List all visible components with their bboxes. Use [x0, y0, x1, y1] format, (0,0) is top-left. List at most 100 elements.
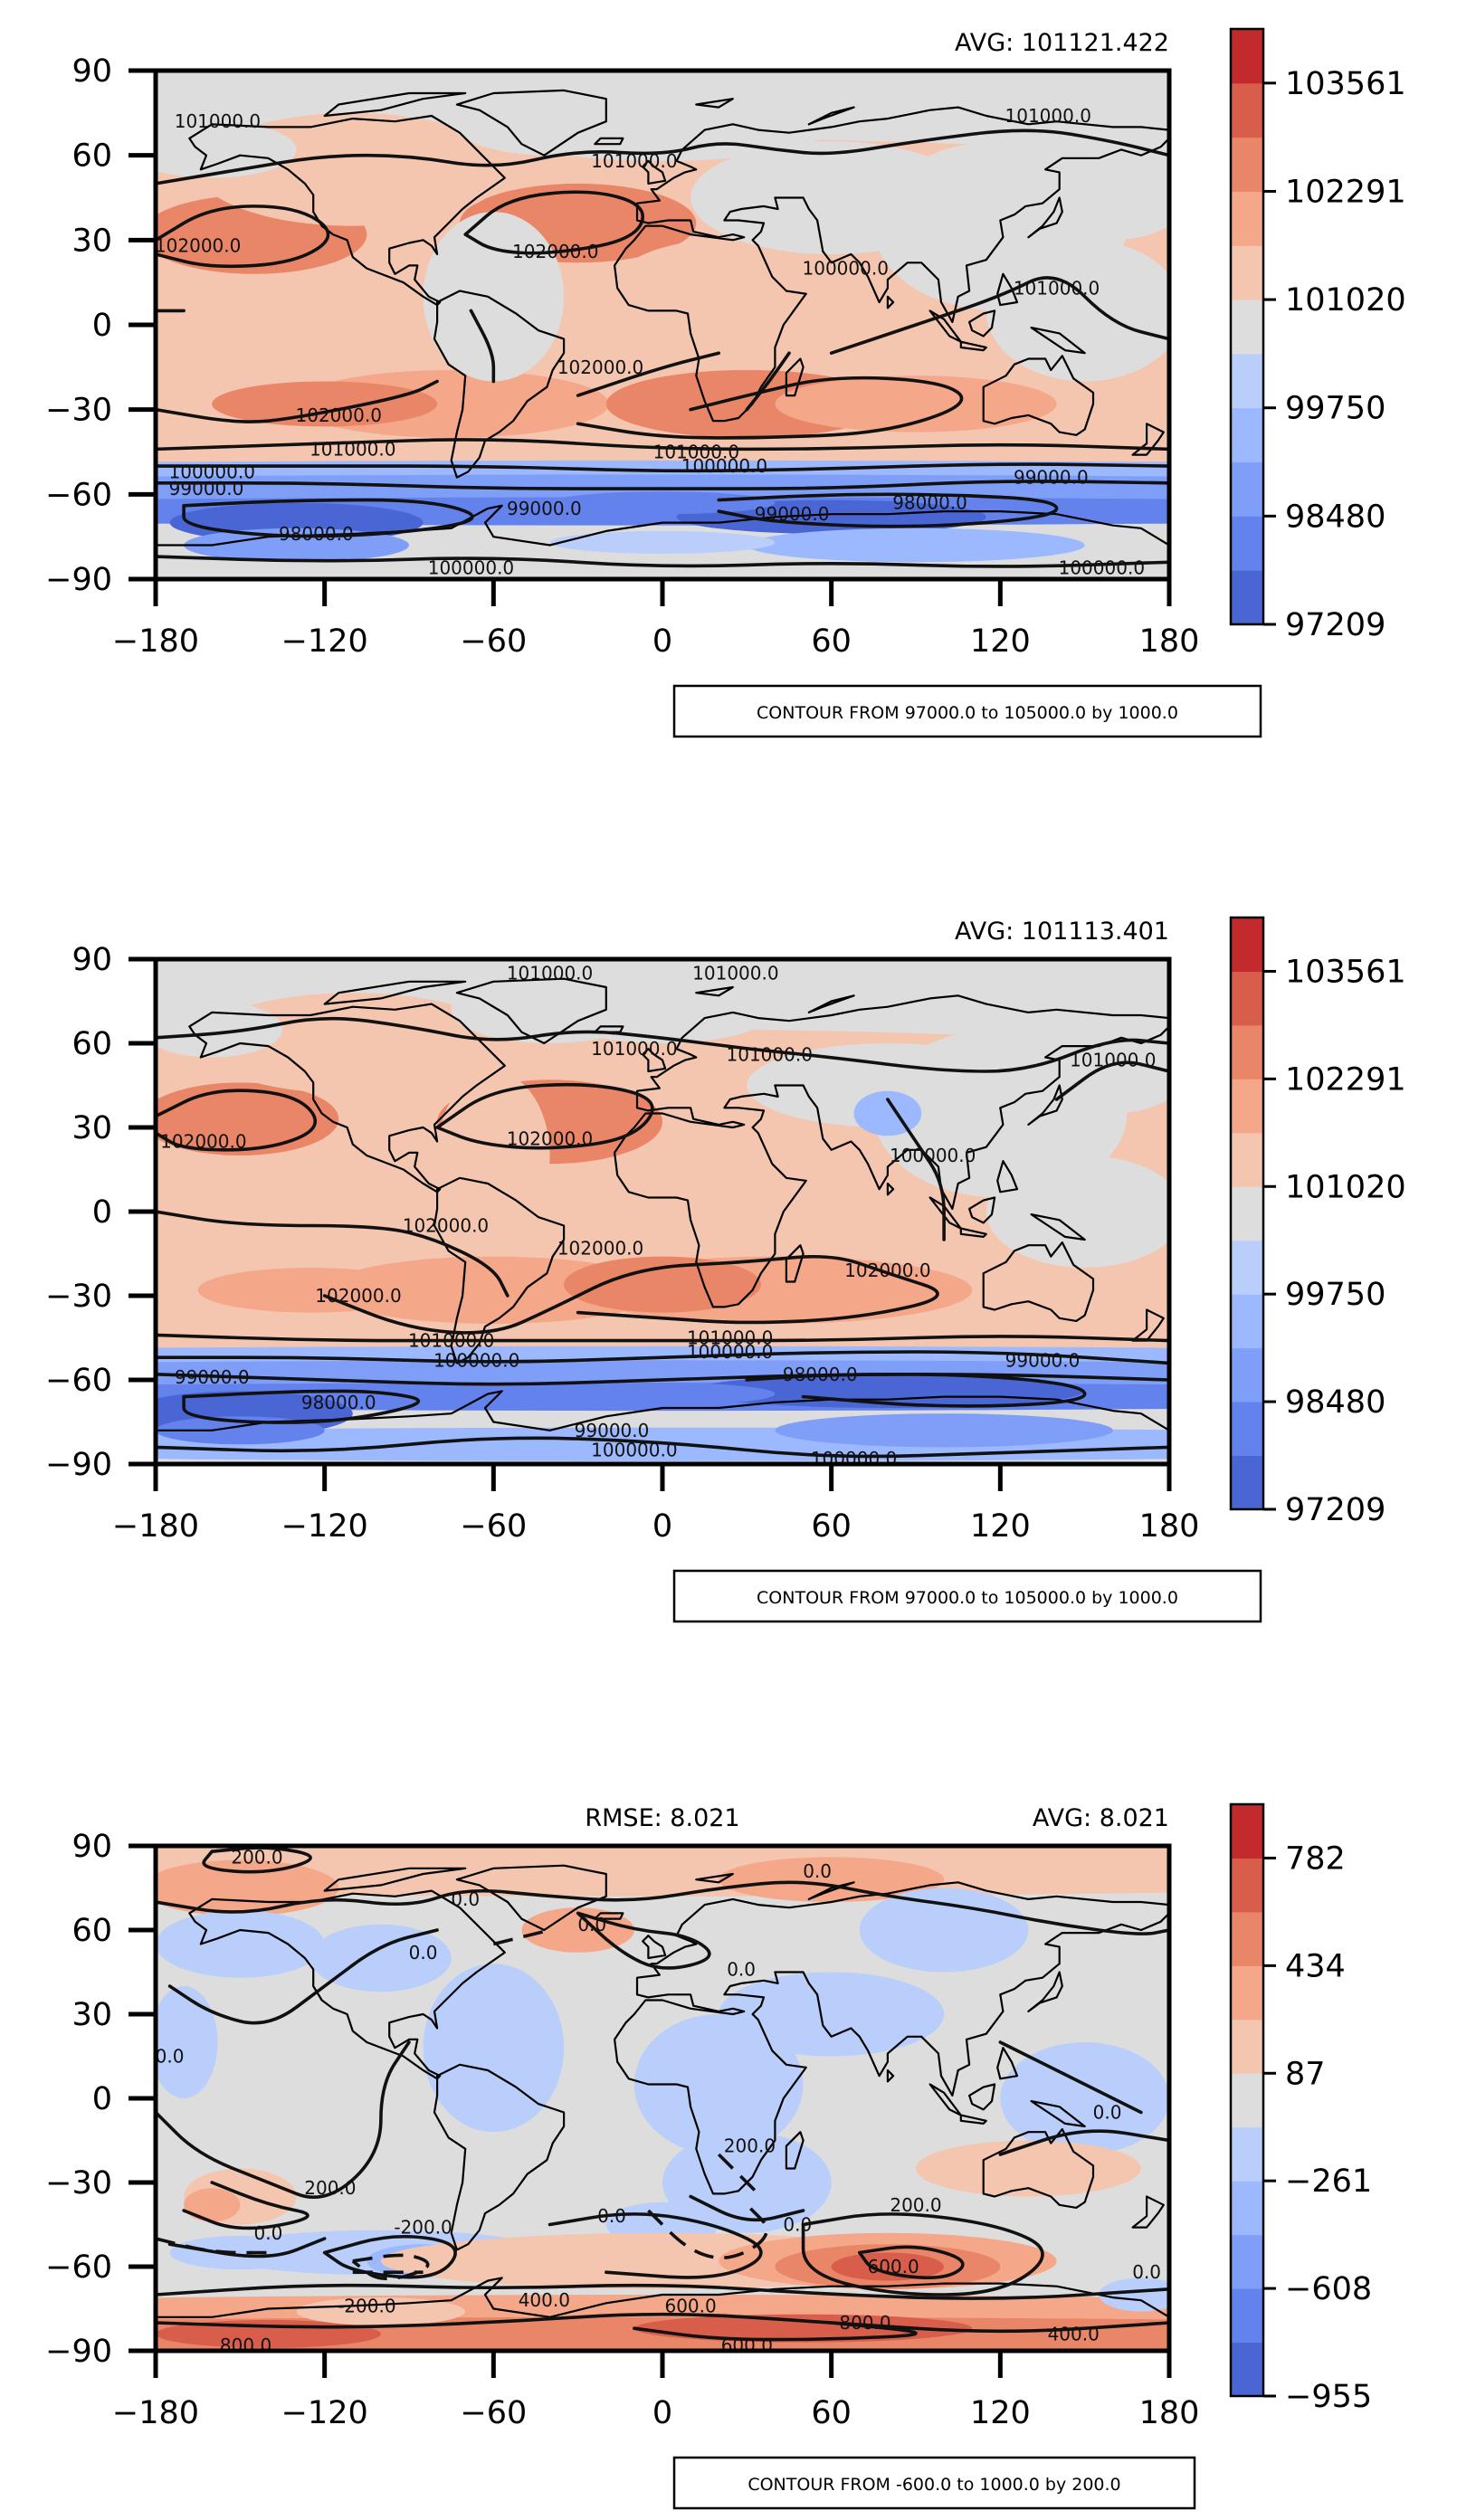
contour-line — [156, 1350, 1169, 1365]
field-patch — [184, 1099, 297, 1139]
field-patch — [156, 1001, 282, 1058]
y-tick-label: 60 — [71, 138, 112, 175]
x-tick-label: −60 — [460, 2395, 527, 2431]
contour-label: 102000.0 — [557, 1237, 643, 1259]
coastline — [188, 1003, 506, 1193]
field-patch — [212, 381, 438, 427]
x-tick-label: −120 — [281, 1508, 368, 1545]
field-patch — [549, 530, 776, 554]
x-tick-label: 120 — [970, 2395, 1031, 2431]
y-tick-label: −30 — [45, 1279, 112, 1315]
field-patch — [916, 2140, 1141, 2197]
contour-label: 100000.0 — [428, 557, 514, 579]
contour-line — [322, 1254, 939, 1335]
field-patch — [197, 1268, 424, 1313]
colorbar-segment — [1231, 1294, 1263, 1349]
colorbar-segment — [1231, 2126, 1263, 2182]
colorbar-tick-label: 782 — [1285, 1840, 1346, 1877]
field-patch — [719, 1857, 945, 1902]
contour-line — [829, 276, 1169, 356]
coastline — [695, 985, 734, 997]
x-tick-label: 180 — [1139, 2395, 1200, 2431]
contour-label: 99000.0 — [755, 503, 830, 525]
field-patch — [296, 2297, 466, 2326]
contour-label: 101000.0 — [309, 438, 395, 460]
colorbar-tick-label: 102291 — [1285, 1061, 1406, 1098]
field-patch — [549, 491, 776, 515]
field-patch — [156, 1910, 325, 1978]
coastline — [1027, 196, 1063, 239]
contour-line — [156, 1016, 1169, 1073]
contour-line — [322, 2234, 457, 2279]
contour-label: 98000.0 — [783, 1364, 858, 1385]
x-tick-label: 60 — [811, 2395, 852, 2431]
data-field-3 — [156, 1846, 1169, 2351]
field-patch — [169, 2235, 311, 2270]
field-patch — [690, 141, 973, 254]
coastline — [323, 91, 467, 118]
colorbar-tick-label: 97209 — [1285, 1492, 1386, 1528]
colorbar-segment — [1231, 971, 1263, 1026]
coastline — [323, 980, 467, 1005]
contour-label: 0.0 — [1132, 2261, 1161, 2283]
contour-line — [182, 2181, 309, 2230]
contour-line — [156, 379, 439, 423]
field-patch — [184, 2188, 241, 2222]
field-patch — [633, 2014, 804, 2154]
colorbar-segment — [1231, 2234, 1263, 2289]
y-tick-label: 0 — [92, 308, 112, 344]
coastline — [886, 1182, 895, 1196]
x-tick-label: −60 — [460, 623, 527, 660]
coastline — [982, 355, 1095, 436]
y-tick-label: 90 — [71, 942, 112, 978]
field-patch — [986, 1155, 1169, 1268]
colorbar-segment — [1231, 1804, 1263, 1859]
colorbar-segment — [1231, 137, 1263, 192]
contour-line-negative — [717, 2153, 763, 2198]
coastline — [455, 977, 607, 1045]
contour-line — [998, 2040, 1143, 2115]
contour-label: 101000.0 — [408, 1330, 494, 1352]
contour-label: 0.0 — [577, 1914, 606, 1935]
avg-label: AVG: 8.021 — [1033, 1804, 1169, 1832]
contour-label: 99000.0 — [1014, 467, 1089, 489]
contour-label: 100000.0 — [681, 455, 767, 477]
contour-line — [156, 1333, 1169, 1343]
x-tick-label: 60 — [811, 1508, 852, 1545]
coastline — [695, 98, 734, 109]
colorbar-segment — [1231, 1402, 1263, 1457]
coastline — [642, 1935, 667, 1960]
contour-line — [689, 2194, 805, 2222]
y-tick-label: 0 — [92, 2081, 112, 2117]
coastline — [642, 159, 667, 185]
contour-label: 101000.0 — [1070, 1050, 1156, 1071]
coastline — [807, 994, 855, 1013]
panel-1: 101000.0 101000.0 102000.0 102000.0 100000.0… — [45, 27, 1406, 738]
field-patch — [605, 240, 832, 354]
contour-line — [576, 1911, 711, 1970]
contour-line — [998, 2129, 1169, 2156]
contour-label: -200.0 — [338, 2295, 395, 2316]
contour-label: 100000.0 — [591, 1440, 677, 1461]
x-tick-label: −180 — [112, 623, 199, 660]
contour-line — [576, 351, 721, 397]
colorbar-segment — [1231, 1132, 1263, 1187]
contour-label: 98000.0 — [301, 1392, 376, 1413]
contour-label: 101000.0 — [687, 1327, 773, 1349]
contour-line — [156, 2040, 411, 2199]
contour-line-negative — [647, 2203, 768, 2260]
y-tick-label: 30 — [71, 1110, 112, 1146]
avg-label: AVG: 101113.401 — [955, 918, 1169, 946]
contour-line — [167, 1928, 439, 2025]
coastline — [433, 1176, 566, 1365]
contour-label: 400.0 — [519, 2289, 570, 2311]
coastline — [1131, 2195, 1165, 2229]
contour-line — [156, 204, 330, 269]
contour-line — [463, 190, 644, 255]
field-patch — [156, 1859, 339, 1916]
colorbar-tick-label: 434 — [1285, 1948, 1346, 1984]
contour-note-box — [672, 1569, 1262, 1623]
colorbar-segment — [1231, 1965, 1263, 2021]
contour-line — [156, 128, 1169, 185]
x-tick-label: −180 — [112, 1508, 199, 1545]
